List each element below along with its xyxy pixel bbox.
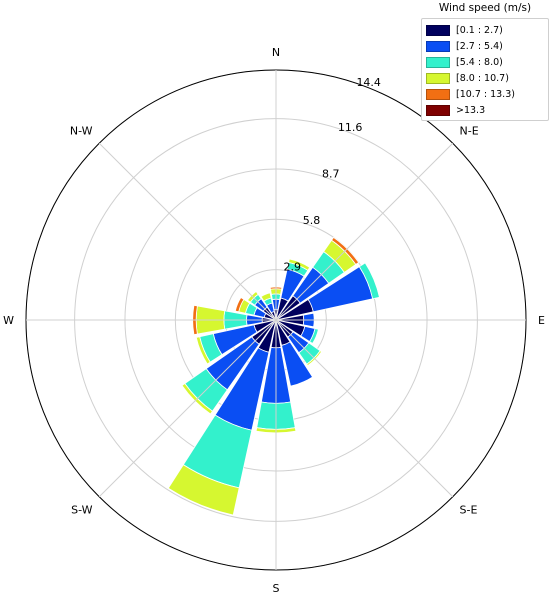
spoke-5	[98, 319, 277, 498]
direction-label-w: W	[3, 314, 14, 327]
radial-tick-label-3: 11.6	[338, 121, 363, 134]
direction-spokes	[26, 70, 526, 570]
spoke-7	[98, 142, 277, 321]
legend-label-4: [10.7 : 13.3)	[456, 88, 515, 100]
legend-box: [0.1 : 2.7) [2.7 : 5.4) [5.4 : 8.0) [8.0 : …	[421, 18, 549, 121]
legend-label-2: [5.4 : 8.0)	[456, 56, 503, 68]
legend-item-0: [0.1 : 2.7)	[426, 22, 544, 38]
direction-label-n-e: N-E	[460, 125, 479, 138]
wind-rose-bars	[167, 236, 380, 516]
radial-tick-label-4: 14.4	[356, 76, 381, 89]
legend-item-3: [8.0 : 10.7)	[426, 70, 544, 86]
chart-labels: N N-E E S-E S S-W W N-W 2.9 5.8 8.7 11.6 14.4	[3, 46, 545, 595]
legend-label-1: [2.7 : 5.4)	[456, 40, 503, 52]
radial-tick-label-2: 8.7	[322, 168, 340, 181]
bar-sse-series-1	[281, 341, 314, 387]
bar-ene-series-2	[358, 262, 380, 300]
legend-swatch-1	[426, 40, 450, 52]
bar-ssw-series-3	[167, 464, 240, 516]
bar-wsw-series-3	[195, 336, 211, 365]
direction-label-s-w: S-W	[71, 504, 93, 517]
radial-tick-label-0: 2.9	[284, 261, 302, 274]
legend-item-2: [5.4 : 8.0)	[426, 54, 544, 70]
legend-item-5: >13.3	[426, 102, 544, 118]
legend-swatch-3	[426, 72, 450, 84]
spoke-1	[275, 142, 454, 321]
legend-swatch-0	[426, 24, 450, 36]
legend-title: Wind speed (m/s)	[438, 2, 532, 14]
direction-label-s: S	[273, 582, 280, 595]
direction-label-e: E	[538, 314, 545, 327]
spoke-3	[275, 319, 454, 498]
legend-item-1: [2.7 : 5.4)	[426, 38, 544, 54]
bar-wnw-series-4	[234, 296, 245, 313]
legend-swatch-2	[426, 56, 450, 68]
direction-label-n-w: N-W	[70, 125, 93, 138]
legend: Wind speed (m/s) [0.1 : 2.7) [2.7 : 5.4)[…	[421, 2, 549, 121]
radial-tick-label-1: 5.8	[303, 214, 321, 227]
direction-label-n: N	[272, 46, 280, 59]
bar-ese-series-2	[309, 328, 319, 344]
legend-swatch-5	[426, 104, 450, 116]
legend-label-3: [8.0 : 10.7)	[456, 72, 509, 84]
bar-nnw-series-3	[260, 292, 272, 302]
legend-item-4: [10.7 : 13.3)	[426, 86, 544, 102]
legend-label-0: [0.1 : 2.7)	[456, 24, 503, 36]
legend-swatch-4	[426, 88, 450, 100]
legend-label-5: >13.3	[456, 104, 486, 116]
direction-label-s-e: S-E	[460, 504, 478, 517]
bar-nne-series-3	[288, 258, 311, 271]
